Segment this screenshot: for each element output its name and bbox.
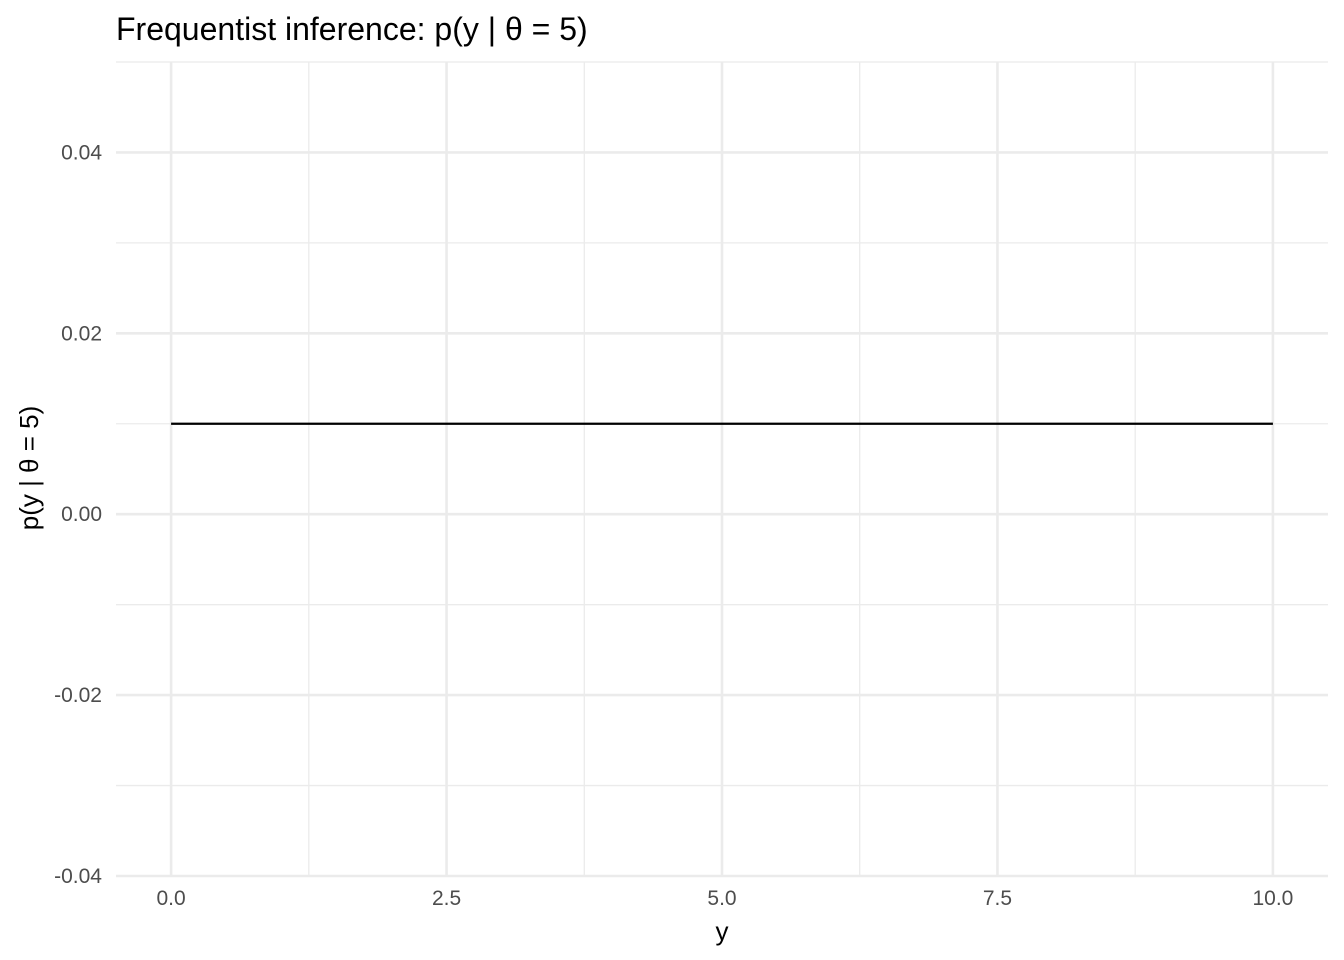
x-axis-ticks: 0.0 2.5 5.0 7.5 10.0 bbox=[156, 887, 1293, 910]
x-tick-label: 5.0 bbox=[707, 887, 736, 910]
x-tick-label: 10.0 bbox=[1252, 887, 1293, 910]
chart-title: Frequentist inference: p(y | θ = 5) bbox=[116, 11, 588, 47]
y-axis-title: p(y | θ = 5) bbox=[14, 406, 44, 531]
grid-major-lines bbox=[116, 62, 1328, 878]
x-tick-label: 2.5 bbox=[432, 887, 461, 910]
y-tick-label: -0.04 bbox=[54, 865, 102, 888]
y-axis-ticks: -0.04 -0.02 0.00 0.02 0.04 bbox=[54, 141, 102, 888]
y-tick-label: -0.02 bbox=[54, 684, 102, 707]
y-tick-label: 0.00 bbox=[61, 503, 102, 526]
x-axis-title: y bbox=[716, 916, 729, 946]
x-tick-label: 0.0 bbox=[156, 887, 185, 910]
y-tick-label: 0.02 bbox=[61, 322, 102, 345]
x-tick-label: 7.5 bbox=[983, 887, 1012, 910]
y-tick-label: 0.04 bbox=[61, 141, 102, 164]
